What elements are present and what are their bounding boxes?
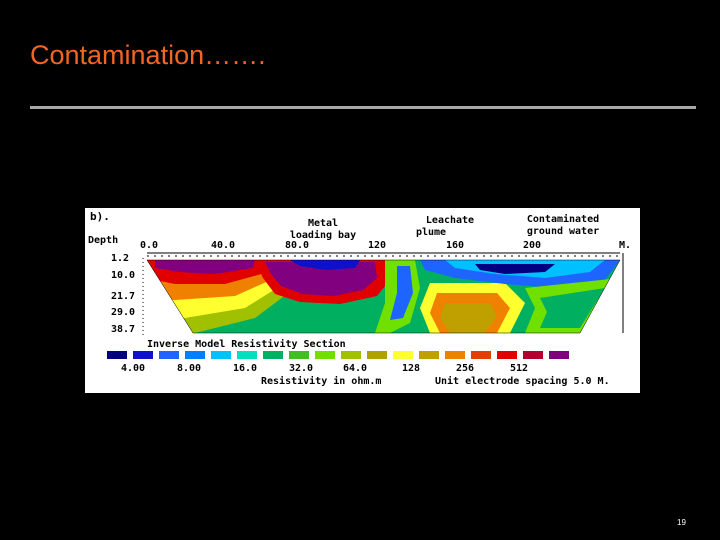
legend-value: 4.00 bbox=[121, 363, 145, 374]
metal-annotation-line2: loading bay bbox=[290, 229, 356, 241]
legend-swatch bbox=[159, 351, 179, 359]
x-tick-label: 120 bbox=[368, 240, 386, 251]
legend-swatch bbox=[133, 351, 153, 359]
legend-swatch bbox=[185, 351, 205, 359]
legend-swatch bbox=[211, 351, 231, 359]
resistivity-section bbox=[147, 260, 620, 333]
depth-tick-label: 21.7 bbox=[111, 291, 135, 302]
legend-swatch bbox=[523, 351, 543, 359]
depth-tick-label: 38.7 bbox=[111, 324, 135, 335]
x-tick-label: 40.0 bbox=[211, 240, 235, 251]
resistivity-figure: b). Depth Metal loading bay Leachate plu… bbox=[85, 208, 640, 393]
legend-swatch bbox=[289, 351, 309, 359]
legend-value: 256 bbox=[456, 363, 474, 374]
legend-swatch bbox=[549, 351, 569, 359]
legend-swatch bbox=[107, 351, 127, 359]
legend-value: 512 bbox=[510, 363, 528, 374]
contaminated-annotation-line1: Contaminated bbox=[527, 213, 599, 225]
legend-swatch bbox=[471, 351, 491, 359]
legend-swatch bbox=[263, 351, 283, 359]
section-title: Inverse Model Resistivity Section bbox=[147, 338, 346, 350]
panel-label: b). bbox=[90, 210, 110, 223]
legend-value: 64.0 bbox=[343, 363, 367, 374]
x-tick-label: 200 bbox=[523, 240, 541, 251]
legend-value: 32.0 bbox=[289, 363, 313, 374]
leachate-annotation-line1: Leachate bbox=[426, 215, 474, 226]
depth-tick-label: 1.2 bbox=[111, 253, 129, 264]
resistivity-unit-label: Resistivity in ohm.m bbox=[261, 375, 381, 387]
metal-annotation-line1: Metal bbox=[308, 218, 338, 229]
color-legend: 4.00 8.00 16.0 32.0 64.0 128 256 512 bbox=[107, 351, 569, 374]
x-axis-unit: M. bbox=[619, 240, 631, 251]
page-number: 19 bbox=[677, 518, 686, 527]
contaminated-annotation-line2: ground water bbox=[527, 226, 599, 237]
title-divider bbox=[30, 106, 696, 109]
legend-swatch bbox=[497, 351, 517, 359]
legend-swatch bbox=[367, 351, 387, 359]
x-axis: 0.0 40.0 80.0 120 160 200 M. bbox=[140, 240, 631, 257]
slide-title: Contamination……. bbox=[30, 40, 266, 70]
depth-axis-label: Depth bbox=[88, 235, 118, 246]
legend-swatch bbox=[341, 351, 361, 359]
legend-value: 128 bbox=[402, 363, 420, 374]
depth-tick-label: 29.0 bbox=[111, 307, 135, 318]
legend-swatch bbox=[315, 351, 335, 359]
depth-axis: 1.2 10.0 21.7 29.0 38.7 bbox=[111, 253, 144, 336]
depth-tick-label: 10.0 bbox=[111, 270, 135, 281]
legend-value: 16.0 bbox=[233, 363, 257, 374]
leachate-annotation-line2: plume bbox=[416, 227, 446, 238]
legend-swatch bbox=[419, 351, 439, 359]
x-tick-label: 160 bbox=[446, 240, 464, 251]
resistivity-section-image: b). Depth Metal loading bay Leachate plu… bbox=[88, 210, 631, 387]
x-tick-label: 80.0 bbox=[285, 240, 309, 251]
legend-value: 8.00 bbox=[177, 363, 201, 374]
electrode-spacing-label: Unit electrode spacing 5.0 M. bbox=[435, 375, 610, 387]
legend-swatch bbox=[237, 351, 257, 359]
x-tick-label: 0.0 bbox=[140, 240, 158, 251]
legend-swatch bbox=[445, 351, 465, 359]
legend-swatch bbox=[393, 351, 413, 359]
